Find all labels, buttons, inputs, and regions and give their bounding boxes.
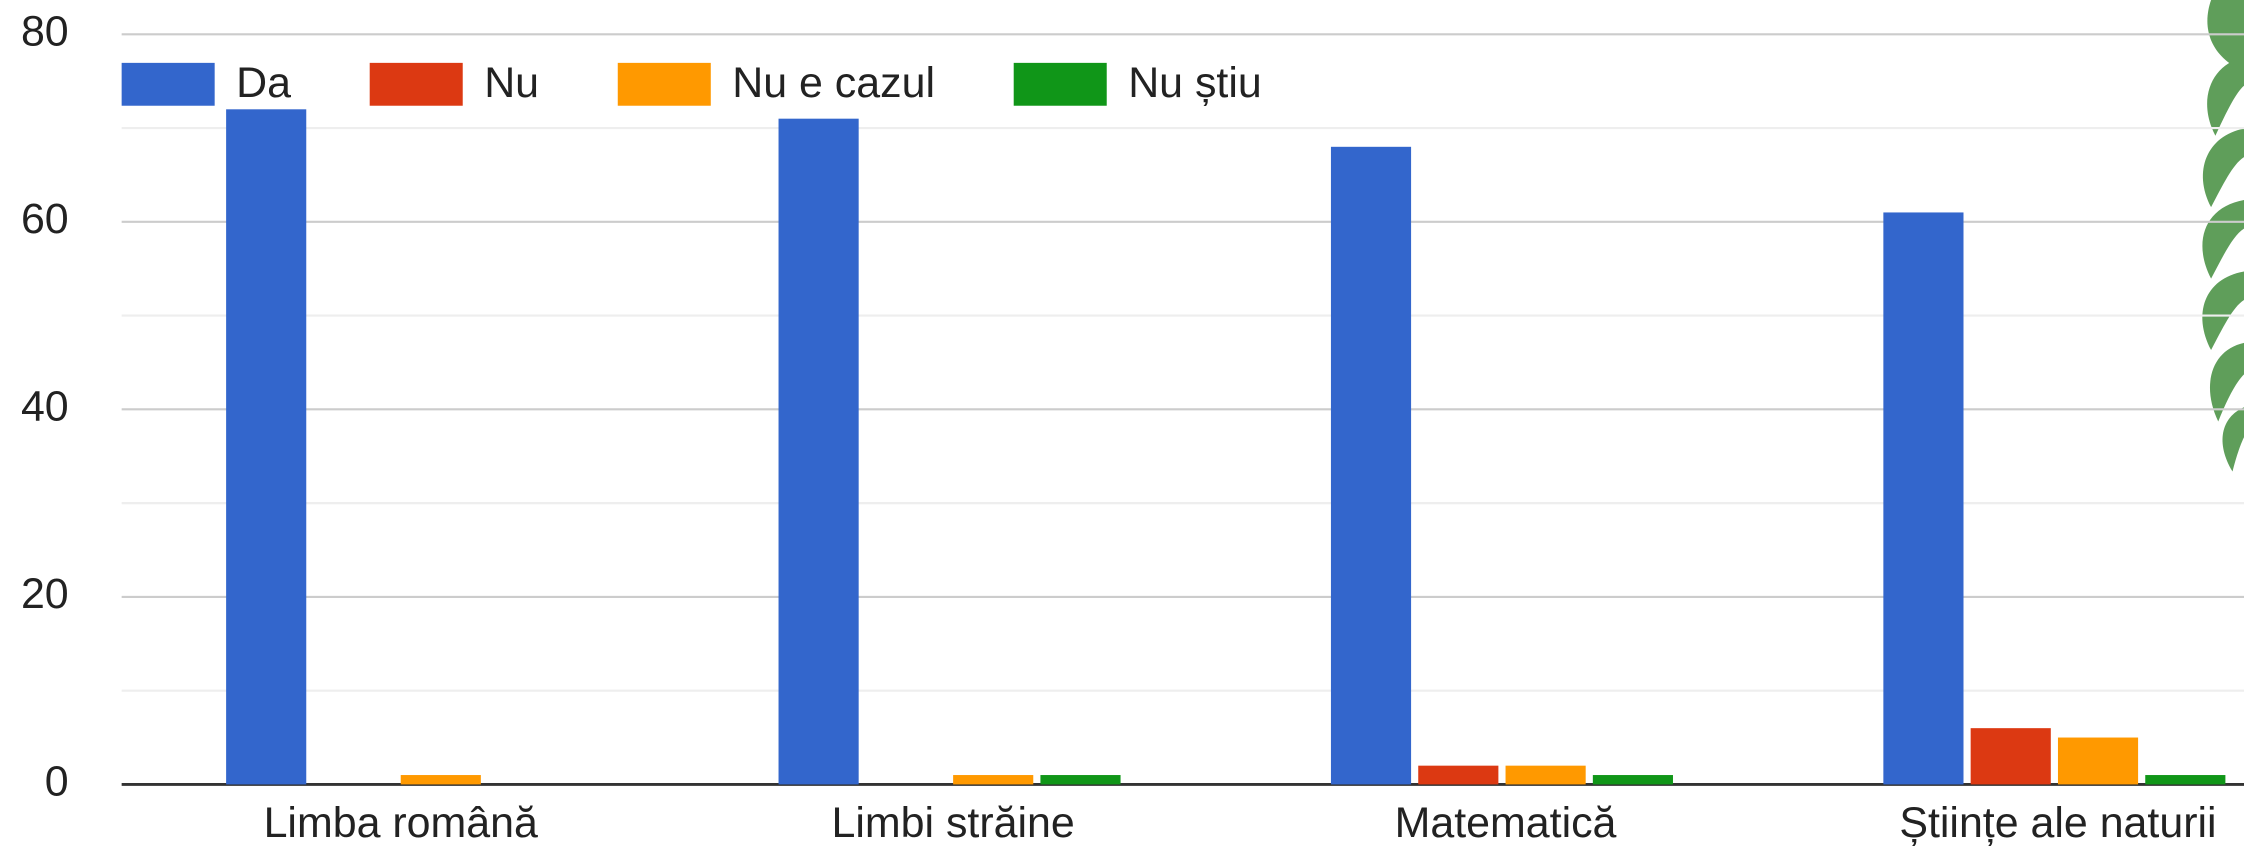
legend-swatch: [1014, 63, 1107, 106]
x-tick-label: Științe ale naturii: [1899, 799, 2216, 847]
bar: [1506, 766, 1586, 785]
decorative-leaf: [2202, 0, 2244, 472]
bar: [401, 775, 481, 784]
bar: [1418, 766, 1498, 785]
chart: 0 20 40 60 80 Limba română Limbi străine Matema…: [0, 0, 2244, 853]
x-tick-label: Limbi străine: [831, 799, 1074, 847]
page: {"chart_data": {"type": "bar", "categori…: [0, 0, 2244, 853]
bar: [2058, 738, 2138, 785]
bar: [2145, 775, 2225, 784]
y-tick-label: 20: [21, 570, 69, 618]
legend-label: Da: [236, 59, 291, 107]
legend-label: Nu e cazul: [732, 59, 935, 107]
legend-label: Nu știu: [1128, 59, 1262, 107]
bar: [779, 119, 859, 785]
y-tick-label: 40: [21, 383, 69, 431]
bar: [1331, 147, 1411, 785]
bar: [1040, 775, 1120, 784]
legend-swatch: [122, 63, 215, 106]
y-tick-label: 60: [21, 195, 69, 243]
y-tick-label: 0: [45, 758, 69, 806]
bar: [226, 109, 306, 784]
x-tick-label: Limba română: [264, 799, 538, 847]
bar: [1883, 212, 1963, 784]
bar: [1971, 728, 2051, 784]
y-tick-label: 80: [21, 8, 69, 56]
x-tick-label: Matematică: [1395, 799, 1617, 847]
legend-swatch: [618, 63, 711, 106]
legend-swatch: [370, 63, 463, 106]
bar: [1593, 775, 1673, 784]
bar: [953, 775, 1033, 784]
legend-label: Nu: [484, 59, 539, 107]
